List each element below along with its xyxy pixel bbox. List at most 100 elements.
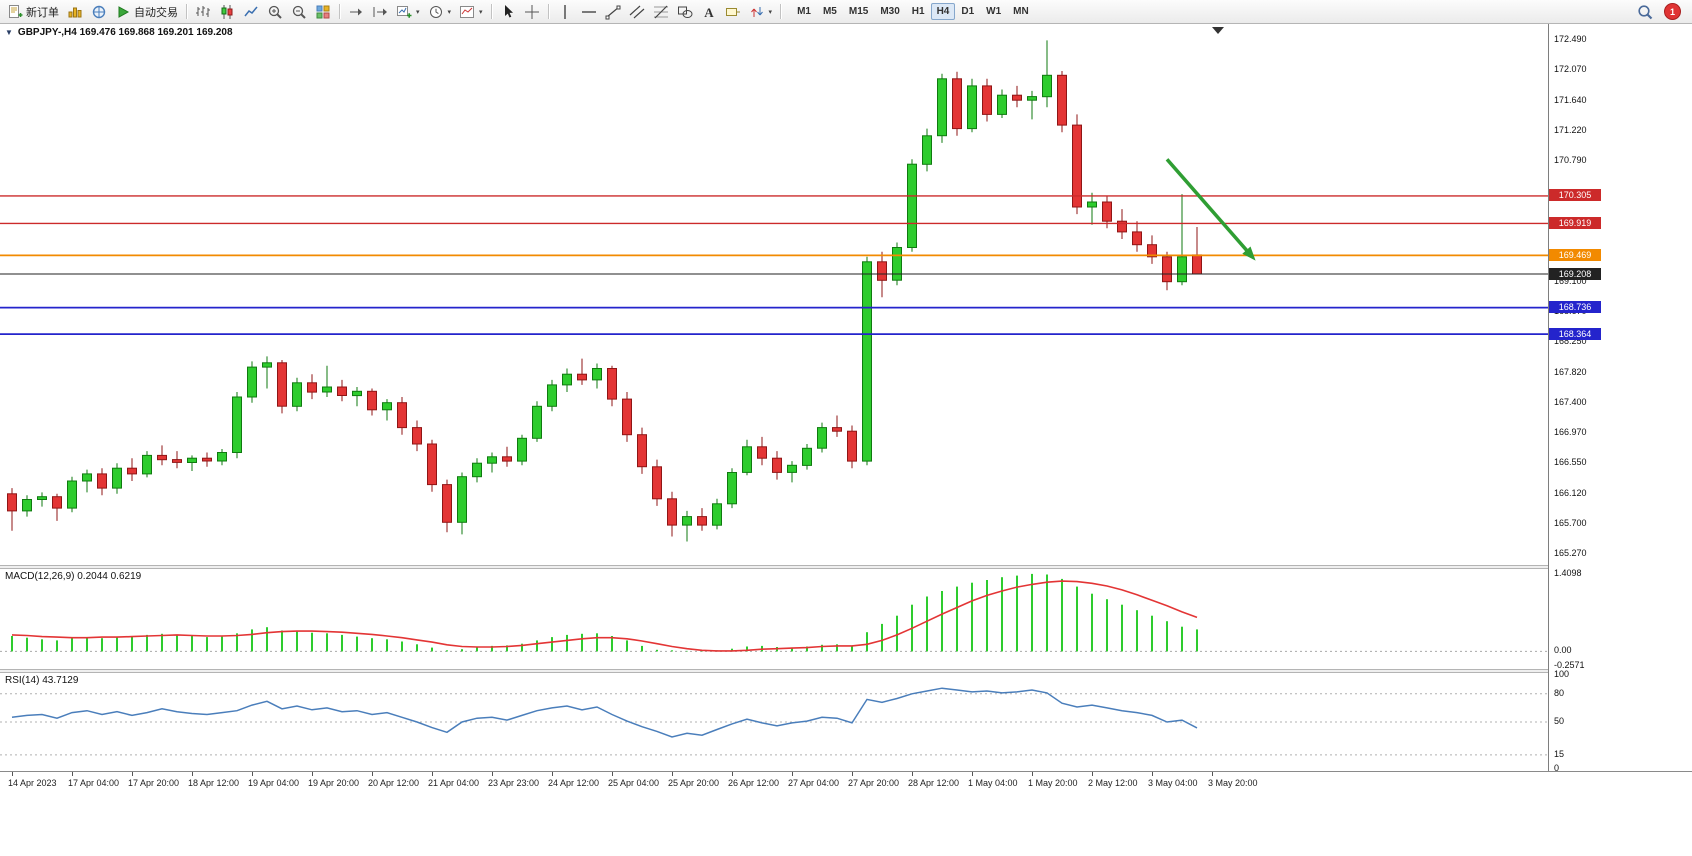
zoom-in-button[interactable] <box>263 1 287 23</box>
candle <box>547 384 557 407</box>
zoom-out-icon <box>291 4 307 20</box>
symbol-ohlc-text: GBPJPY-,H4 169.476 169.868 169.201 169.2… <box>17 27 233 38</box>
candle <box>622 398 632 436</box>
new-order-button[interactable]: 新订单 <box>3 1 63 23</box>
price-axis-label: 172.490 <box>1554 34 1587 45</box>
rsi-axis-label: 0 <box>1554 763 1560 773</box>
timeframe-m30[interactable]: M30 <box>880 6 900 17</box>
price-axis-label: 171.220 <box>1554 124 1587 135</box>
time-axis-tick <box>372 772 373 776</box>
candle <box>1117 220 1127 233</box>
toolbar-separator <box>547 4 549 19</box>
periods-button[interactable]: ▾ <box>424 1 456 23</box>
price-chart-panel[interactable]: ▼ GBPJPY-,H4 169.476 169.868 169.201 169… <box>0 24 1548 565</box>
rsi-panel[interactable]: RSI(14) 43.7129 <box>0 673 1548 771</box>
crosshair-button[interactable] <box>520 1 544 23</box>
macd-panel[interactable]: MACD(12,26,9) 0.2044 0.6219 <box>0 569 1548 669</box>
bar-chart-button[interactable] <box>191 1 215 23</box>
time-axis-tick <box>132 772 133 776</box>
data-window-button[interactable] <box>87 1 111 23</box>
price-level-badge: 168.736 <box>1549 301 1601 314</box>
auto-trading-button-label: 自动交易 <box>134 6 178 19</box>
candle <box>1192 254 1202 275</box>
text-label-button[interactable] <box>721 1 745 23</box>
time-axis-tick <box>252 772 253 776</box>
line-chart-button[interactable] <box>239 1 263 23</box>
candle <box>1132 231 1142 246</box>
macd-signal-line <box>11 580 1198 652</box>
vertical-line-button[interactable] <box>553 1 577 23</box>
time-axis-tick <box>492 772 493 776</box>
candle <box>742 446 752 473</box>
notification-badge[interactable]: 1 <box>1664 3 1681 20</box>
time-axis[interactable]: 14 Apr 2023 17 Apr 04:00 17 Apr 20:00 18 Ap… <box>0 771 1692 794</box>
search-icon <box>1637 4 1653 20</box>
candle <box>697 516 707 526</box>
candle <box>247 366 257 398</box>
trendline-button[interactable] <box>601 1 625 23</box>
macd-title: MACD(12,26,9) 0.2044 0.6219 <box>5 571 142 582</box>
time-axis-tick <box>1152 772 1153 776</box>
main-toolbar: 新订单 自动交易 ▾ ▾ ▾ A ▾ M1 M5 M15 M30 H1 H4 D1 W1 MN 1 <box>0 0 1692 24</box>
candle <box>922 135 932 165</box>
price-axis-label: 165.700 <box>1554 517 1587 528</box>
price-level-badge: 168.364 <box>1549 327 1601 340</box>
timeframe-m1[interactable]: M1 <box>797 6 811 17</box>
timeframe-toolbar: M1 M5 M15 M30 H1 H4 D1 W1 MN <box>791 3 1035 20</box>
new-order-button-label: 新订单 <box>26 6 59 19</box>
timeframe-mn[interactable]: MN <box>1013 6 1029 17</box>
fibonacci-button[interactable] <box>649 1 673 23</box>
templates-button[interactable]: ▾ <box>455 1 487 23</box>
timeframe-d1[interactable]: D1 <box>961 6 975 17</box>
chart-shift-marker[interactable] <box>1212 27 1224 34</box>
text-button[interactable]: A <box>697 1 721 23</box>
price-axis[interactable]: 172.490 172.070 171.640 171.220 170.790 169.1… <box>1548 24 1692 773</box>
time-axis-tick <box>432 772 433 776</box>
search-button[interactable] <box>1633 1 1657 23</box>
candle <box>1147 244 1157 258</box>
hline-icon <box>581 4 597 20</box>
rsi-line <box>11 687 1198 738</box>
time-axis-tick <box>312 772 313 776</box>
one-click-trading-icon[interactable]: ▼ <box>5 27 13 37</box>
text-icon: A <box>701 4 717 20</box>
arrows-button[interactable]: ▾ <box>745 1 777 23</box>
candle <box>877 261 887 281</box>
cursor-button[interactable] <box>496 1 520 23</box>
auto-scroll-button[interactable] <box>344 1 368 23</box>
timeframe-h1[interactable]: H1 <box>911 6 925 17</box>
new-chart-button[interactable]: ▾ <box>392 1 424 23</box>
tile-windows-button[interactable] <box>311 1 335 23</box>
market-watch-button[interactable] <box>63 1 87 23</box>
candle <box>67 480 77 509</box>
price-axis-label: 166.550 <box>1554 457 1587 468</box>
panel-divider[interactable] <box>0 565 1692 569</box>
horizontal-line-button[interactable] <box>577 1 601 23</box>
new-order-icon <box>7 4 23 20</box>
auto-trading-button[interactable]: 自动交易 <box>111 1 182 23</box>
shapes-button[interactable] <box>673 1 697 23</box>
chart-shift-button[interactable] <box>368 1 392 23</box>
time-axis-tick <box>612 772 613 776</box>
time-axis-label: 1 May 04:00 <box>968 778 1018 788</box>
candle <box>427 443 437 486</box>
timeframe-m15[interactable]: M15 <box>848 6 869 17</box>
timeframe-h4[interactable]: H4 <box>930 3 956 20</box>
candle <box>712 503 722 526</box>
candle <box>52 496 62 509</box>
vline-icon <box>557 4 573 20</box>
timeframe-m5[interactable]: M5 <box>822 6 837 17</box>
candlestick-chart-button[interactable] <box>215 1 239 23</box>
price-level-badge: 169.919 <box>1549 216 1601 229</box>
timeframe-w1[interactable]: W1 <box>986 6 1002 17</box>
time-axis-label: 1 May 20:00 <box>1028 778 1078 788</box>
data-window-icon <box>91 4 107 20</box>
time-axis-label: 17 Apr 20:00 <box>128 778 180 788</box>
trend-arrow[interactable] <box>1165 158 1253 257</box>
candle <box>142 454 152 475</box>
zoom-out-button[interactable] <box>287 1 311 23</box>
panel-divider[interactable] <box>0 669 1692 673</box>
price-level-badge: 169.469 <box>1549 248 1601 261</box>
candle <box>982 85 992 115</box>
channel-button[interactable] <box>625 1 649 23</box>
